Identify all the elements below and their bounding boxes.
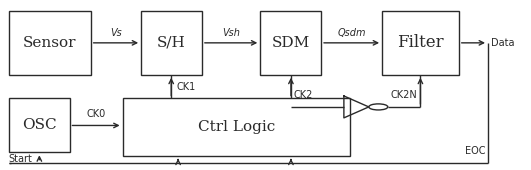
Text: CK2: CK2 [294,90,313,100]
Text: CK2N: CK2N [390,90,417,100]
Text: Ctrl Logic: Ctrl Logic [198,120,275,134]
Text: CK1: CK1 [176,82,196,92]
Text: CK0: CK0 [87,109,106,119]
Bar [382,11,459,75]
Text: Filter: Filter [397,34,444,51]
Text: EOC: EOC [465,146,485,156]
Text: Vsh: Vsh [222,28,240,38]
Text: Qsdm: Qsdm [337,28,366,38]
Text: S/H: S/H [157,36,186,50]
Bar [123,98,350,156]
Text: OSC: OSC [22,118,56,132]
Text: SDM: SDM [271,36,310,50]
Text: Start: Start [8,154,32,164]
Bar [8,98,70,152]
Bar [260,11,321,75]
Text: Vs: Vs [110,28,122,38]
Text: Sensor: Sensor [23,36,76,50]
Text: Data: Data [491,38,514,48]
Bar [141,11,202,75]
Bar [8,11,91,75]
